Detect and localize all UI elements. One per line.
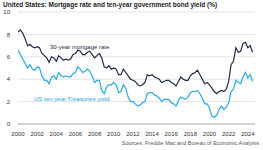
html-text:30-year mortgage rate: 30-year mortgage rate	[50, 44, 110, 50]
svg-text:4: 4	[8, 76, 11, 82]
svg-text:2014: 2014	[145, 131, 159, 136]
svg-text:2006: 2006	[69, 131, 83, 136]
svg-text:8: 8	[8, 32, 11, 38]
svg-text:2004: 2004	[50, 131, 64, 136]
svg-text:2002: 2002	[30, 131, 44, 136]
svg-text:2018: 2018	[184, 131, 198, 136]
svg-text:0: 0	[8, 121, 11, 127]
svg-text:6: 6	[8, 54, 11, 60]
svg-text:2000: 2000	[11, 131, 25, 136]
svg-text:10: 10	[8, 9, 11, 15]
html-text:United States: Mortgage rate a: United States: Mortgage rate and ten-yea…	[3, 1, 218, 8]
svg-text:2020: 2020	[203, 131, 217, 136]
svg-text:2022: 2022	[222, 131, 236, 136]
svg-text:2008: 2008	[88, 131, 102, 136]
html-text:US ten-year Treasuries yield: US ten-year Treasuries yield	[34, 96, 110, 102]
html-text:Sources: Freddie Mac and Burea: Sources: Freddie Mac and Bureau of Econo…	[121, 140, 259, 146]
svg-text:2024: 2024	[241, 131, 255, 136]
svg-text:2010: 2010	[107, 131, 121, 136]
svg-text:2: 2	[8, 99, 11, 105]
svg-text:2016: 2016	[165, 131, 179, 136]
svg-text:2012: 2012	[126, 131, 140, 136]
